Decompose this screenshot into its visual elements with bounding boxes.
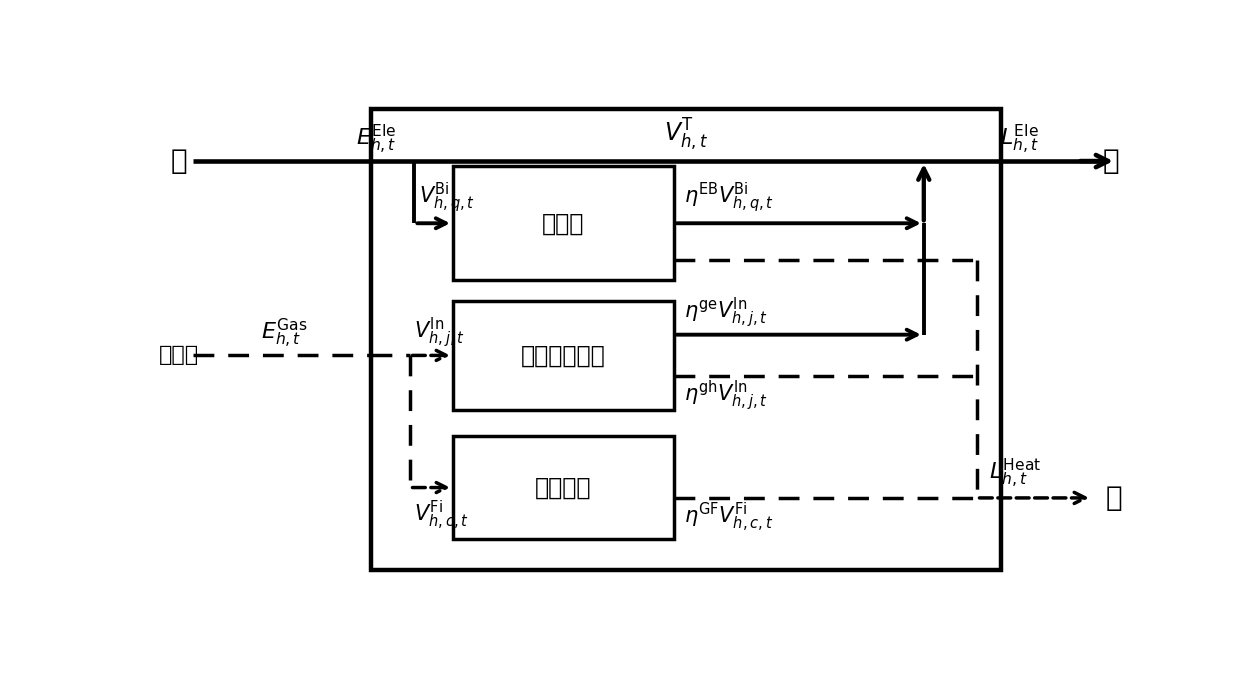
Text: $V_{h,j,t}^{\mathrm{In}}$: $V_{h,j,t}^{\mathrm{In}}$ <box>414 316 465 350</box>
Bar <box>453 435 675 539</box>
Bar <box>453 301 675 410</box>
Text: $L_{h,t}^{\mathrm{Heat}}$: $L_{h,t}^{\mathrm{Heat}}$ <box>988 456 1042 490</box>
Text: $E_{h,t}^{\mathrm{Gas}}$: $E_{h,t}^{\mathrm{Gas}}$ <box>262 316 308 350</box>
Text: $L_{h,t}^{\mathrm{Ele}}$: $L_{h,t}^{\mathrm{Ele}}$ <box>1001 122 1039 156</box>
Text: $E_{h,t}^{\mathrm{Ele}}$: $E_{h,t}^{\mathrm{Ele}}$ <box>356 122 397 156</box>
Text: 燃气锅炉: 燃气锅炉 <box>536 476 591 499</box>
Text: $\eta^{\mathrm{gh}}V_{h,j,t}^{\mathrm{In}}$: $\eta^{\mathrm{gh}}V_{h,j,t}^{\mathrm{In… <box>683 379 768 413</box>
Text: 热电联产机组: 热电联产机组 <box>521 343 606 367</box>
Text: 天然气: 天然气 <box>159 345 200 365</box>
Text: $\eta^{\mathrm{EB}}V_{h,q,t}^{\mathrm{Bi}}$: $\eta^{\mathrm{EB}}V_{h,q,t}^{\mathrm{Bi… <box>683 181 774 215</box>
Text: $\eta^{\mathrm{ge}}V_{h,j,t}^{\mathrm{In}}$: $\eta^{\mathrm{ge}}V_{h,j,t}^{\mathrm{In… <box>683 295 768 330</box>
Bar <box>371 109 1001 571</box>
Bar <box>453 166 675 280</box>
Text: $V_{h,c,t}^{\mathrm{Fi}}$: $V_{h,c,t}^{\mathrm{Fi}}$ <box>414 498 469 532</box>
Text: 电: 电 <box>171 147 187 175</box>
Text: $V_{h,q,t}^{\mathrm{Bi}}$: $V_{h,q,t}^{\mathrm{Bi}}$ <box>419 181 475 215</box>
Text: $V_{h,t}^{\mathrm{T}}$: $V_{h,t}^{\mathrm{T}}$ <box>663 117 708 153</box>
Text: $\eta^{\mathrm{GF}}V_{h,c,t}^{\mathrm{Fi}}$: $\eta^{\mathrm{GF}}V_{h,c,t}^{\mathrm{Fi… <box>683 501 773 534</box>
Text: 热: 热 <box>1106 484 1122 512</box>
Text: 电锅炉: 电锅炉 <box>542 211 584 236</box>
Text: 电: 电 <box>1102 147 1120 175</box>
